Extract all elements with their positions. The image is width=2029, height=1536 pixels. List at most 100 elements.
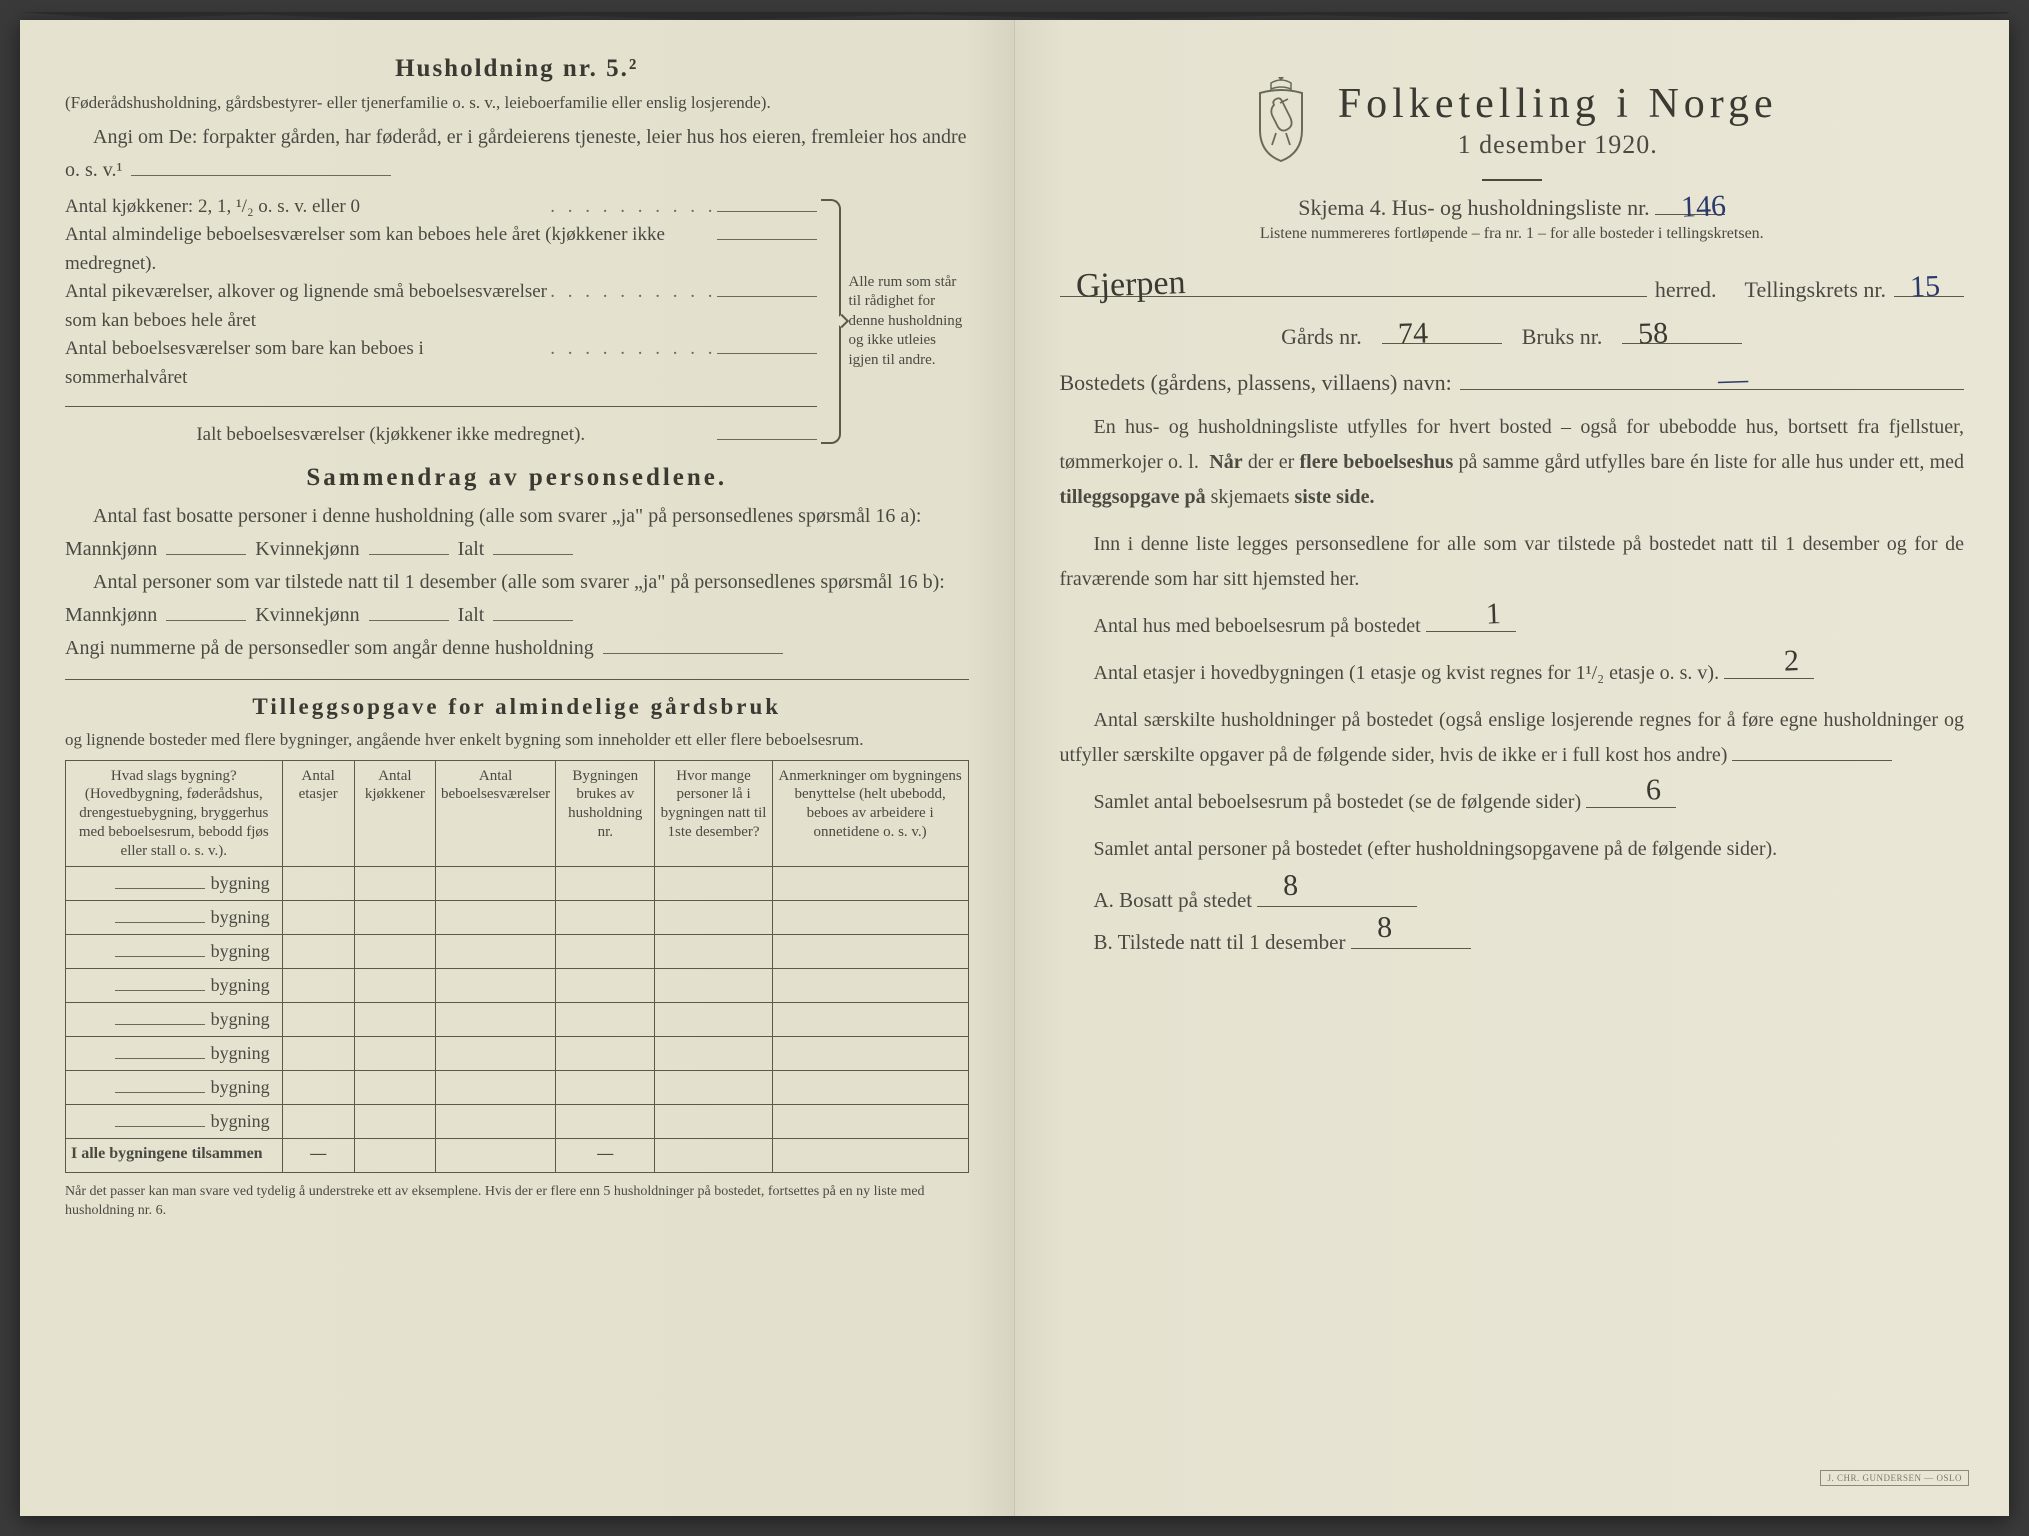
footnote-text: Når det passer kan man svare ved tydelig… — [65, 1184, 925, 1218]
etasjer-label: Antal etasjer i hovedbygningen (1 etasje… — [1094, 662, 1720, 684]
a-value: 8 — [1276, 856, 1305, 917]
gards-value: 74 — [1391, 316, 1434, 351]
row-label: bygning — [66, 969, 283, 1003]
total-cell — [354, 1139, 435, 1173]
table-cell — [354, 901, 435, 935]
bosted-label: Bostedets (gårdens, plassens, villaens) … — [1060, 370, 1452, 396]
bosted-value: — — [1711, 362, 1754, 397]
saerskilte-field — [1732, 760, 1892, 761]
room-label-3: Antal beboelsesværelser som bare kan beb… — [65, 335, 550, 392]
table-cell — [436, 867, 556, 901]
table-cell — [354, 935, 435, 969]
dots — [550, 335, 716, 364]
table-cell — [556, 935, 655, 969]
samlet-rum-wrap: Samlet antal beboelsesrum på bostedet (s… — [1060, 785, 1965, 820]
krets-field: 15 — [1894, 271, 1964, 297]
a-label: A. Bosatt på stedet — [1094, 888, 1253, 912]
table-header-row: Hvad slags bygning? (Hovedbygning, føder… — [66, 760, 969, 867]
gards-line: Gårds nr. 74 Bruks nr. 58 — [1060, 317, 1965, 349]
table-cell — [354, 969, 435, 1003]
th-0: Hvad slags bygning? (Hovedbygning, føder… — [66, 760, 283, 867]
printer-stamp: J. CHR. GUNDERSEN — OSLO — [1820, 1470, 1969, 1486]
row-label: bygning — [66, 901, 283, 935]
sammendrag-p1: Antal fast bosatte personer i denne hush… — [65, 500, 969, 566]
table-row: bygning — [66, 969, 969, 1003]
total-label: I alle bygningene tilsammen — [66, 1139, 283, 1173]
table-cell — [655, 935, 772, 969]
skjema-nr-field: 146 — [1655, 214, 1725, 215]
herred-value: Gjerpen — [1069, 264, 1192, 306]
table-cell — [436, 969, 556, 1003]
total-cell — [436, 1139, 556, 1173]
table-total-row: I alle bygningene tilsammen—— — [66, 1139, 969, 1173]
sammendrag-title: Sammendrag av personsedlene. — [65, 464, 969, 492]
curly-brace — [821, 199, 841, 444]
mann-blank-1 — [166, 533, 246, 555]
room-blank-3 — [717, 335, 817, 354]
bruks-value: 58 — [1632, 316, 1675, 351]
th-5: Hvor mange personer lå i bygningen natt … — [655, 760, 772, 867]
table-cell — [772, 901, 968, 935]
room-row-3: Antal beboelsesværelser som bare kan beb… — [65, 335, 817, 392]
table-cell — [436, 901, 556, 935]
ialt-blank-1 — [493, 533, 573, 555]
tillegg-intro: og lignende bosteder med flere bygninger… — [65, 728, 969, 752]
household-desc: (Føderådshusholdning, gårdsbestyrer- ell… — [65, 91, 969, 115]
date-line: 1 desember 1920. — [1338, 130, 1778, 160]
herred-label: herred. — [1655, 277, 1717, 303]
left-page: Husholdning nr. 5.² (Føderådshusholdning… — [20, 20, 1015, 1516]
bosted-field: — — [1460, 364, 1964, 390]
title-rule — [1482, 179, 1542, 181]
etasjer-field: 2 — [1724, 678, 1814, 679]
table-row: bygning — [66, 901, 969, 935]
table-cell — [354, 1037, 435, 1071]
table-cell — [655, 1003, 772, 1037]
row-label: bygning — [66, 1105, 283, 1139]
total-cell — [655, 1139, 772, 1173]
gards-label: Gårds nr. — [1281, 324, 1362, 350]
th-4: Bygningen brukes av husholdning nr. — [556, 760, 655, 867]
table-cell — [556, 969, 655, 1003]
ialt-label-2: Ialt — [458, 604, 485, 626]
table-cell — [772, 867, 968, 901]
line-b: B. Tilstede natt til 1 desember 8 — [1094, 921, 1965, 963]
krets-label: Tellingskrets nr. — [1745, 277, 1886, 303]
herred-field: Gjerpen — [1060, 271, 1647, 297]
household-title: Husholdning nr. 5.² — [65, 55, 969, 83]
ialt-label-1: Ialt — [458, 538, 485, 560]
samlet-rum-field: 6 — [1586, 807, 1676, 808]
table-row: bygning — [66, 867, 969, 901]
kvinne-blank-1 — [369, 533, 449, 555]
row-label: bygning — [66, 935, 283, 969]
table-cell — [354, 1003, 435, 1037]
antal-hus-wrap: Antal hus med beboelsesrum på bostedet 1 — [1060, 609, 1965, 644]
row-label: bygning — [66, 1071, 283, 1105]
tillegg-title: Tilleggsopgave for almindelige gårdsbruk — [65, 694, 969, 720]
table-cell — [556, 1037, 655, 1071]
rooms-brace-group: Antal kjøkkener: 2, 1, ¹/₂ o. s. v. elle… — [65, 193, 969, 450]
bruks-label: Bruks nr. — [1522, 324, 1603, 350]
antal-hus-field: 1 — [1426, 631, 1516, 632]
th-1: Antal etasjer — [282, 760, 354, 867]
samlet-rum-value: 6 — [1605, 764, 1668, 819]
table-cell — [655, 969, 772, 1003]
main-title: Folketelling i Norge — [1338, 80, 1778, 128]
table-cell — [655, 1071, 772, 1105]
table-cell — [282, 969, 354, 1003]
table-row: bygning — [66, 1105, 969, 1139]
room-blank-1 — [717, 221, 817, 240]
table-cell — [354, 867, 435, 901]
table-cell — [772, 1105, 968, 1139]
ialt-label: Ialt beboelsesværelser (kjøkkener ikke m… — [65, 421, 717, 450]
brace-note: Alle rum som står til rådighet for denne… — [849, 273, 969, 371]
samlet-rum-label: Samlet antal beboelsesrum på bostedet (s… — [1094, 791, 1582, 813]
table-cell — [282, 935, 354, 969]
table-cell — [655, 1105, 772, 1139]
table-cell — [772, 935, 968, 969]
kvinne-blank-2 — [369, 599, 449, 621]
para-2: Inn i denne liste legges personsedlene f… — [1060, 527, 1965, 597]
th-6: Anmerkninger om bygningens benyttelse (h… — [772, 760, 968, 867]
mann-blank-2 — [166, 599, 246, 621]
dots — [550, 278, 716, 307]
dots — [550, 193, 716, 222]
